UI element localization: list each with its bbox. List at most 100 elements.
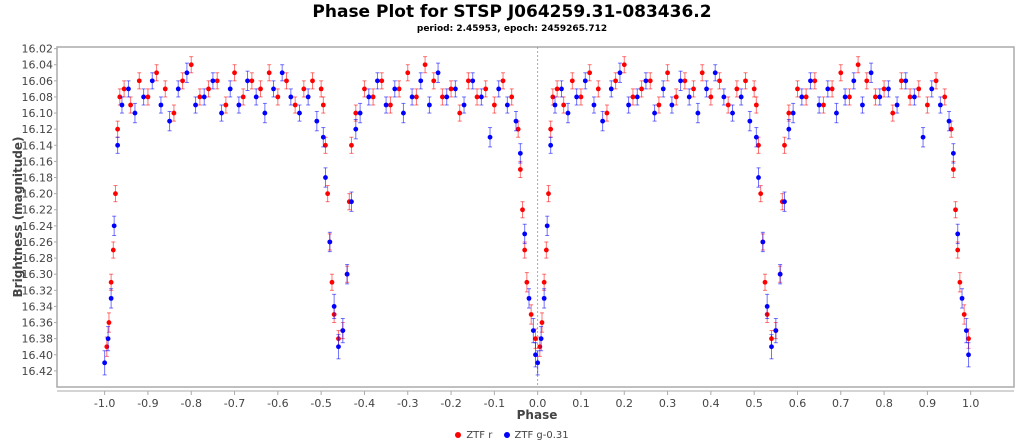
data-point-ztf-g	[721, 88, 727, 106]
data-point-ztf-r	[890, 104, 896, 122]
point-marker	[582, 78, 588, 84]
data-point-ztf-r	[275, 88, 281, 106]
data-point-ztf-g	[504, 96, 510, 114]
data-point-ztf-g	[383, 96, 389, 114]
point-marker	[119, 102, 125, 108]
data-point-ztf-r	[762, 273, 768, 291]
data-point-ztf-g	[753, 127, 759, 148]
data-point-ztf-r	[955, 241, 961, 259]
point-marker	[782, 142, 787, 148]
data-point-ztf-g	[565, 102, 571, 124]
data-point-ztf-g	[777, 264, 783, 285]
data-point-ztf-g	[652, 104, 657, 122]
point-marker	[725, 102, 731, 108]
point-marker	[957, 279, 963, 285]
data-point-ztf-g	[111, 215, 117, 237]
point-marker	[457, 110, 463, 116]
point-marker	[528, 312, 534, 317]
point-marker	[907, 94, 913, 100]
point-marker	[344, 271, 350, 277]
data-point-ztf-r	[546, 185, 551, 203]
data-point-ztf-g	[842, 88, 848, 106]
data-point-ztf-r	[881, 80, 887, 98]
data-point-ztf-g	[860, 96, 865, 114]
point-marker	[548, 142, 554, 148]
point-marker	[210, 78, 216, 84]
point-marker	[465, 78, 471, 84]
data-point-ztf-r	[223, 96, 229, 114]
point-marker	[379, 78, 385, 84]
data-point-ztf-r	[232, 64, 237, 82]
data-point-ztf-r	[113, 185, 118, 203]
data-point-ztf-r	[753, 96, 759, 114]
point-marker	[786, 126, 792, 132]
point-marker	[533, 336, 538, 342]
data-point-ztf-g	[760, 231, 766, 253]
legend-label: ZTF g-0.31	[514, 430, 569, 441]
point-marker	[154, 70, 159, 76]
point-marker	[314, 118, 320, 124]
point-marker	[349, 199, 354, 205]
point-marker	[320, 102, 326, 108]
data-point-ztf-r	[448, 80, 454, 98]
point-marker	[734, 86, 740, 92]
y-tick-label: 16.22	[22, 204, 54, 217]
data-point-ztf-r	[197, 88, 203, 106]
point-marker	[886, 86, 891, 92]
data-point-ztf-g	[141, 88, 147, 106]
data-point-ztf-g	[747, 110, 753, 132]
data-point-ztf-g	[236, 96, 242, 114]
y-tick-label: 16.30	[22, 268, 54, 281]
data-point-ztf-g	[959, 288, 965, 309]
data-point-ztf-r	[916, 80, 922, 98]
data-point-ztf-r	[258, 80, 263, 98]
x-tick-label: 1.0	[962, 397, 980, 410]
point-marker	[271, 86, 276, 92]
point-marker	[959, 295, 965, 301]
point-marker	[158, 102, 164, 108]
point-marker	[167, 118, 172, 124]
point-marker	[569, 78, 575, 84]
data-point-ztf-r	[431, 72, 437, 90]
point-marker	[942, 94, 948, 100]
point-marker	[422, 62, 428, 68]
data-point-ztf-g	[487, 127, 493, 148]
data-point-ztf-g	[452, 80, 458, 98]
point-marker	[686, 94, 692, 100]
data-point-ztf-r	[717, 72, 722, 90]
x-tick-label: -0.7	[224, 397, 245, 410]
x-tick-label: 0.1	[572, 397, 590, 410]
data-point-ztf-g	[903, 72, 909, 90]
y-tick-label: 16.06	[22, 75, 54, 88]
point-marker	[375, 78, 380, 84]
data-point-ztf-g	[533, 342, 538, 368]
point-marker	[966, 352, 971, 358]
legend: ZTF r ZTF g-0.31	[0, 430, 1024, 441]
point-marker	[201, 94, 207, 100]
point-marker	[175, 86, 181, 92]
data-point-ztf-g	[513, 110, 519, 132]
data-point-ztf-r	[422, 56, 428, 74]
point-marker	[145, 94, 151, 100]
point-marker	[128, 102, 134, 108]
data-point-ztf-g	[219, 104, 224, 122]
point-marker	[478, 94, 484, 100]
point-marker	[117, 94, 123, 100]
data-point-ztf-r	[613, 72, 619, 90]
point-marker	[961, 312, 967, 317]
point-marker	[912, 94, 917, 100]
point-marker	[604, 110, 610, 116]
point-marker	[444, 94, 450, 100]
data-point-ztf-r	[362, 80, 367, 98]
point-marker	[236, 102, 242, 108]
point-marker	[721, 94, 727, 100]
point-marker	[595, 86, 601, 92]
data-point-ztf-g	[773, 318, 779, 344]
data-point-ztf-g	[764, 293, 770, 320]
data-point-ztf-r	[924, 96, 930, 114]
point-marker	[115, 142, 121, 148]
data-point-ztf-r	[474, 88, 480, 106]
point-marker	[452, 86, 458, 92]
point-marker	[665, 70, 670, 76]
